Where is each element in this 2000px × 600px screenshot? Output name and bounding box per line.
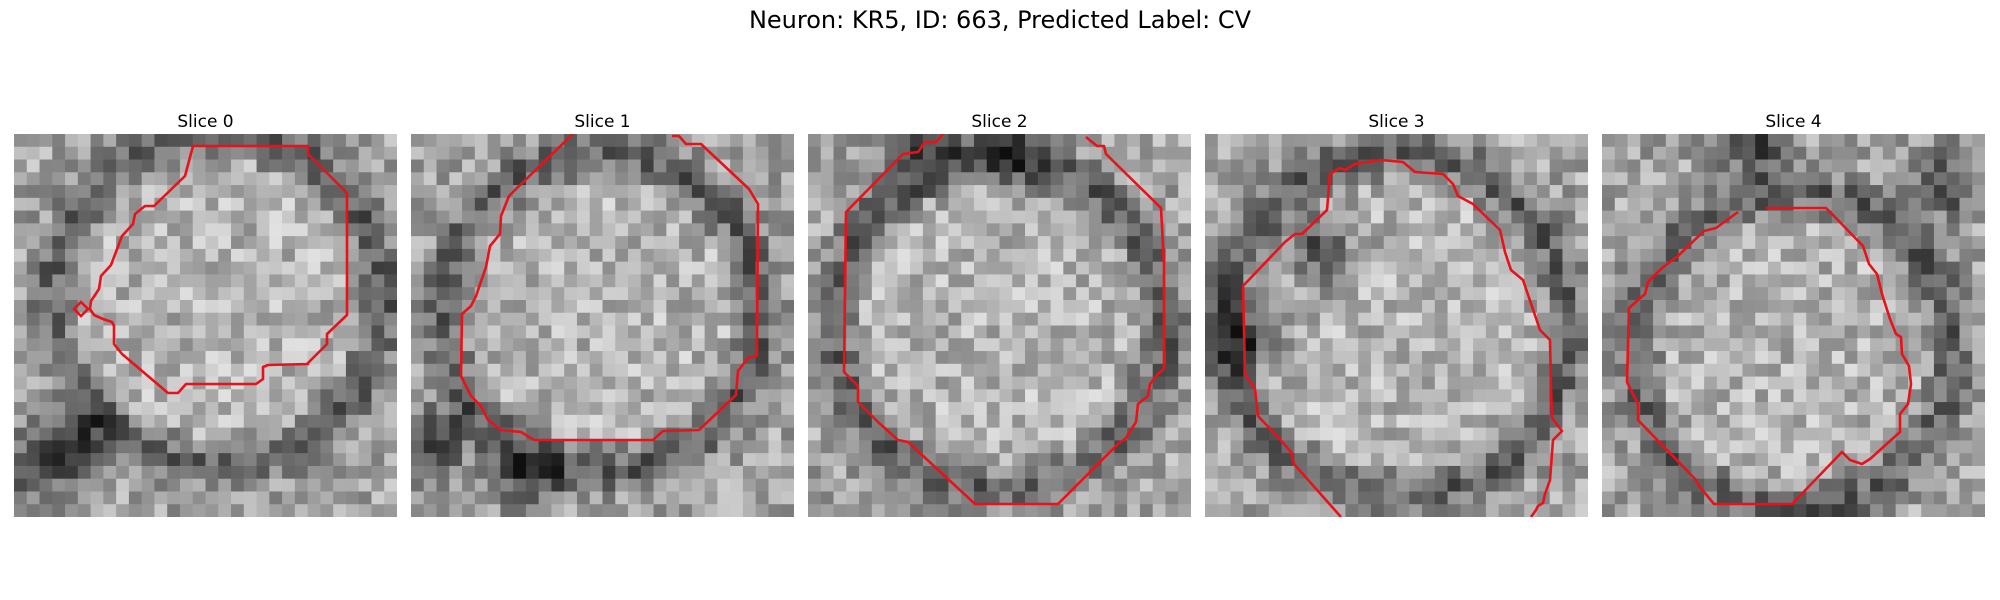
slice-image-4	[1602, 134, 1985, 517]
slice-title-0: Slice 0	[177, 112, 234, 132]
slice-title-3: Slice 3	[1368, 112, 1425, 132]
slice-panel-1: Slice 1	[411, 112, 794, 542]
slice-panel-3: Slice 3	[1205, 112, 1588, 542]
contour-line-4	[1625, 206, 1913, 506]
slice-image-2	[808, 134, 1191, 517]
contour-line-0	[88, 144, 349, 395]
contour-line-2	[842, 134, 1166, 506]
slice-panel-0: Slice 0	[14, 112, 397, 542]
contour-blip-0	[72, 300, 90, 318]
slice-panel-2: Slice 2	[808, 112, 1191, 542]
contour-line-3	[1241, 158, 1564, 517]
slice-title-2: Slice 2	[971, 112, 1028, 132]
contour-line-1	[459, 134, 760, 442]
slice-title-4: Slice 4	[1765, 112, 1822, 132]
figure-title: Neuron: KR5, ID: 663, Predicted Label: C…	[748, 6, 1252, 34]
slice-panel-4: Slice 4	[1602, 112, 1985, 542]
slice-image-3	[1205, 134, 1588, 517]
slice-title-1: Slice 1	[574, 112, 631, 132]
slice-image-0	[14, 134, 397, 517]
slice-image-1	[411, 134, 794, 517]
